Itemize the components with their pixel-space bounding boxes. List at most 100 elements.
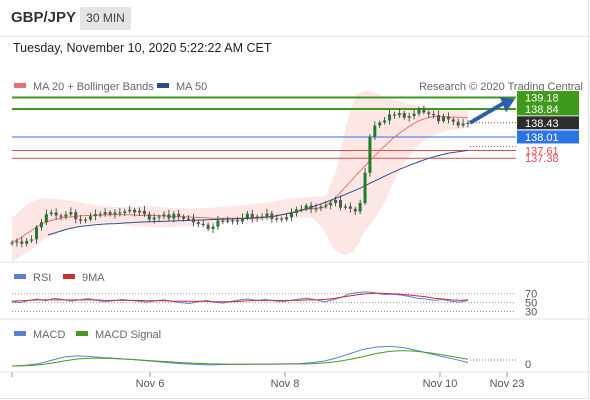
candle-body [133, 209, 137, 213]
candle-body [64, 214, 68, 217]
candle-body [294, 209, 298, 214]
candle-body [191, 218, 195, 223]
candle-body [353, 208, 357, 212]
candle-body [10, 242, 14, 244]
candle-body [152, 217, 156, 220]
candle-body [137, 210, 141, 213]
price-label-current: 138.43 [525, 118, 559, 130]
candle-body [427, 112, 431, 115]
candle-body [39, 222, 43, 228]
candle-body [270, 213, 274, 219]
candle-body [285, 217, 289, 220]
legend-label: MA 50 [176, 81, 207, 93]
candle-body [348, 206, 352, 209]
candle-body [245, 213, 249, 219]
candle-body [167, 214, 171, 219]
rsi-ma-line [11, 292, 469, 303]
candle-body [446, 116, 450, 120]
candle-body [206, 224, 210, 229]
legend-label: MACD Signal [95, 329, 161, 341]
legend-label: RSI [33, 272, 51, 284]
candle-body [69, 212, 73, 215]
candle-body [456, 121, 460, 126]
candle-body [265, 213, 269, 218]
projection-arrow [468, 101, 506, 125]
candle-body [343, 206, 347, 208]
rsi-level-label: 30 [525, 307, 537, 319]
candle-body [412, 113, 416, 117]
candle-body [211, 226, 215, 229]
candle-body [54, 212, 58, 216]
candle-body [324, 205, 328, 207]
candle-body [407, 116, 411, 118]
candle-body [461, 123, 465, 126]
legend-label: 9MA [82, 272, 105, 284]
candle-body [368, 136, 372, 173]
candle-body [59, 215, 63, 217]
candle-body [142, 210, 146, 215]
price-label-box [517, 130, 579, 144]
candle-body [417, 109, 421, 114]
price-label-box [517, 102, 579, 116]
candle-body [231, 220, 235, 222]
candle-body [25, 240, 29, 244]
candle-body [103, 212, 107, 215]
candle-body [108, 212, 112, 215]
candle-body [147, 214, 151, 220]
candle-body [123, 211, 127, 214]
bollinger-band [12, 90, 468, 262]
timeframe-button[interactable]: 30 MIN [80, 7, 131, 30]
candle-body [432, 114, 436, 116]
symbol-title: GBP/JPY [11, 9, 77, 26]
candle-body [466, 122, 470, 125]
candle-body [98, 214, 102, 216]
candle-body [240, 218, 244, 222]
candle-body [339, 199, 343, 208]
candle-body [49, 212, 53, 215]
candle-body [187, 218, 191, 220]
top-bar: GBP/JPY 30 MIN [0, 0, 590, 37]
candle-body [216, 220, 220, 227]
candle-body [196, 222, 200, 224]
candle-body [319, 206, 323, 209]
candle-body [260, 216, 264, 218]
candle-body [441, 116, 445, 122]
candle-body [383, 120, 387, 123]
legend-label: MA 20 + Bollinger Bands [33, 81, 154, 93]
legend-label: MACD [33, 329, 65, 341]
candle-body [44, 214, 48, 223]
candle-body [358, 203, 362, 212]
candle-body [388, 114, 392, 121]
candle-body [201, 223, 205, 226]
candle-body [84, 219, 88, 221]
macd-zero-label: 0 [525, 359, 531, 371]
candle-body [236, 220, 240, 222]
candle-body [221, 220, 225, 222]
candle-body [172, 213, 176, 219]
rsi-level-label: 50 [525, 298, 537, 310]
credit-text: Research © 2020 Trading Central [419, 81, 583, 93]
candle-body [402, 113, 406, 118]
candle-body [128, 209, 132, 212]
candle-body [35, 227, 39, 240]
macd-signal-line [11, 350, 469, 367]
macd-line [11, 345, 469, 367]
candle-body [329, 203, 333, 206]
legend-swatch [14, 83, 26, 88]
candle-body [334, 199, 338, 204]
candle-body [182, 216, 186, 219]
candle-body [280, 218, 284, 220]
legend-swatch [14, 331, 26, 336]
x-axis-label: Nov 6 [136, 378, 165, 390]
candle-body [378, 122, 382, 126]
chart-datetime: Tuesday, November 10, 2020 5:22:22 AM CE… [13, 41, 272, 55]
candle-body [422, 109, 426, 113]
candle-body [157, 216, 161, 218]
candle-body [299, 209, 303, 211]
candle-body [437, 115, 441, 122]
legend-swatch [63, 274, 75, 279]
candle-body [30, 239, 34, 241]
candle-body [309, 205, 313, 210]
